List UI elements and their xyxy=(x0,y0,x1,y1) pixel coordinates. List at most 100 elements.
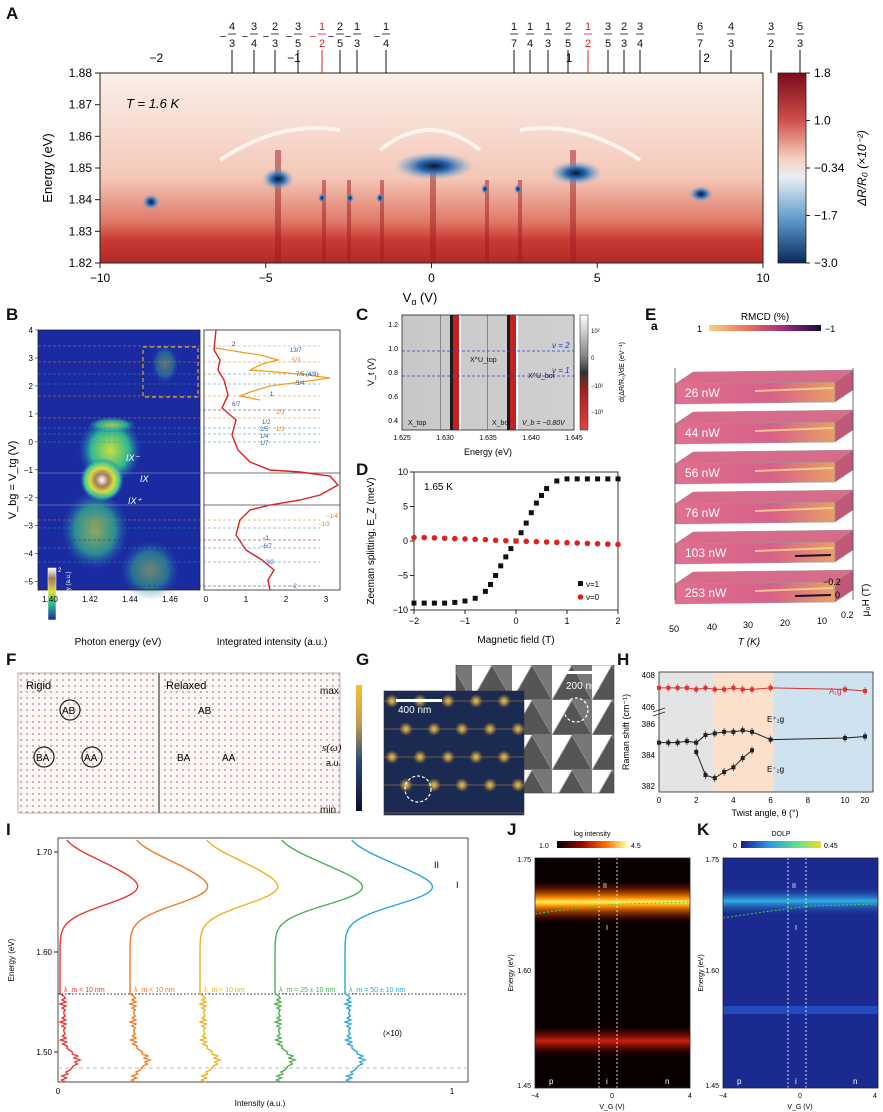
panel-a-cbar-tick-label: −0.34 xyxy=(814,161,845,175)
panel-c-xtop-u: X^U_top xyxy=(470,357,497,364)
panel-d-point-nu0 xyxy=(452,535,458,542)
svg-text:2: 2 xyxy=(272,21,278,33)
panel-f-relaxed: Relaxed xyxy=(166,680,206,692)
svg-text:−1/4: −1/4 xyxy=(326,514,339,520)
panel-b-ytick-label: 1 xyxy=(29,410,34,419)
panel-b-ylabel: V_bg = V_tg (V) xyxy=(7,441,19,520)
panel-a-ylabel: Energy (eV) xyxy=(40,133,55,202)
panel-h-point xyxy=(703,732,708,737)
svg-text:40: 40 xyxy=(707,622,717,632)
svg-text:5: 5 xyxy=(337,38,343,50)
panel-i-I: I xyxy=(456,880,459,890)
svg-text:4: 4 xyxy=(637,38,643,50)
panel-j-cbar-max: 4.5 xyxy=(631,843,641,850)
panel-a-fraction: 17 xyxy=(510,21,518,73)
svg-text:5/3: 5/3 xyxy=(292,358,301,364)
panel-c-colorbar xyxy=(579,314,589,431)
panel-d-ytick-label: −5 xyxy=(398,571,408,581)
panel-d-point-nu1 xyxy=(452,599,458,605)
panel-j-band-1 xyxy=(535,882,690,922)
panel-h-point xyxy=(675,740,680,745)
panel-k-regions: p i n xyxy=(737,1077,857,1086)
panel-a-xtick-label: −10 xyxy=(90,271,111,285)
panel-a-top-int: −2 xyxy=(150,51,164,65)
svg-text:1: 1 xyxy=(319,21,325,33)
panel-c-ytick-label: 1.2 xyxy=(388,322,398,329)
panel-k-I: I xyxy=(795,925,797,932)
svg-text:3: 3 xyxy=(251,21,257,33)
svg-text:1.60: 1.60 xyxy=(705,968,719,975)
panel-b-colorbar-ticks: 2 1 0 xyxy=(58,568,62,622)
panel-j-ylabel: Energy (eV) xyxy=(508,954,515,991)
panel-i-ytick-label: 1.70 xyxy=(36,848,52,857)
panel-i-spectrum xyxy=(342,839,434,1083)
panel-c-yticks: 1.2 1.0 0.8 0.6 0.4 xyxy=(388,322,398,425)
panel-a-top-int: 2 xyxy=(703,51,710,65)
panel-b-red-spectrum xyxy=(213,329,340,591)
panel-a-fraction: −3 5 xyxy=(286,21,302,73)
rigid-ba: BA xyxy=(36,753,50,764)
panel-c-ytick-label: 0.4 xyxy=(388,418,398,425)
panel-a-top-int: −1 xyxy=(287,51,301,65)
panel-i-ytick-label: 1.60 xyxy=(36,948,52,957)
svg-text:2: 2 xyxy=(585,38,591,50)
svg-text:30: 30 xyxy=(743,620,753,630)
panel-d-point-nu1 xyxy=(605,476,611,482)
panel-a-top-int: 1 xyxy=(566,51,573,65)
panel-a-xtick-label: 0 xyxy=(428,271,435,285)
svg-text:2: 2 xyxy=(621,21,627,33)
panel-h-point xyxy=(657,685,661,690)
panel-b-xtick-label-right: 2 xyxy=(284,595,289,604)
panel-d-point-nu1 xyxy=(482,588,488,594)
panel-b-yticks: 4 3 2 1 0 −1 −2 −3 −4 −5 xyxy=(24,326,38,587)
panel-b-ytick-label: −4 xyxy=(24,550,34,559)
svg-text:2: 2 xyxy=(232,342,236,348)
panel-d-point-nu0 xyxy=(574,540,580,546)
panel-d-point-nu0 xyxy=(564,539,570,546)
svg-text:−1/3: −1/3 xyxy=(318,522,331,528)
svg-text:4: 4 xyxy=(527,38,533,50)
svg-text:6/7: 6/7 xyxy=(232,402,241,408)
panel-j-II: II xyxy=(603,883,607,890)
panel-h-point xyxy=(740,728,745,733)
panel-g-scalebar2 xyxy=(560,671,598,674)
panel-b-xtick-label: 1.42 xyxy=(82,595,98,604)
panel-j-I: I xyxy=(606,925,608,932)
panel-e-sheet: 56 nW xyxy=(674,449,854,485)
panel-c-xticks: 1.625 1.630 1.635 1.640 1.645 xyxy=(393,435,583,442)
svg-text:1: 1 xyxy=(450,1087,455,1096)
panel-c-ytick-label: 0.8 xyxy=(388,370,398,377)
panel-k-colorbar-title: DOLP xyxy=(771,831,790,838)
panel-h-point xyxy=(657,740,661,745)
svg-text:10: 10 xyxy=(817,616,827,626)
panel-g-cbar-unit: a.u. xyxy=(326,758,342,768)
panel-k-ylabel: Energy (eV) xyxy=(698,954,705,991)
svg-text:1.75: 1.75 xyxy=(705,857,719,864)
svg-text:3: 3 xyxy=(295,21,301,33)
panel-c-exciton-lines xyxy=(440,315,518,430)
panel-h-ytick-label: 382 xyxy=(642,782,656,791)
panel-f-site-labels: AB BA AA AB BA AA xyxy=(36,706,236,764)
panel-d-point-nu1 xyxy=(528,510,534,516)
rigid-aa: AA xyxy=(84,753,98,764)
svg-text:−: − xyxy=(310,31,316,43)
panel-i-x10: (×10) xyxy=(383,1029,402,1038)
panel-h-ylabel: Raman shift (cm⁻¹) xyxy=(621,694,631,770)
svg-text:1: 1 xyxy=(545,21,551,33)
panel-h-ytick-label: 384 xyxy=(642,751,656,760)
panel-i-label: λ_m < 10 nm xyxy=(204,987,245,994)
legend-nu0: ν=0 xyxy=(586,593,600,602)
panel-a-ytick-label: 1.86 xyxy=(69,129,93,143)
svg-text:0.2: 0.2 xyxy=(841,610,854,620)
panel-c-ytick-label: 1.0 xyxy=(388,346,398,353)
panel-h-frame xyxy=(658,671,874,793)
panel-h-point xyxy=(731,765,736,770)
svg-text:1: 1 xyxy=(527,21,533,33)
svg-text:10²: 10² xyxy=(591,329,600,335)
panel-i-spectrum xyxy=(57,839,139,1083)
panel-b-ytick-label: −5 xyxy=(24,578,34,587)
panel-k-xticks: −4 0 4 xyxy=(719,1093,877,1100)
svg-text:−: − xyxy=(220,31,226,43)
